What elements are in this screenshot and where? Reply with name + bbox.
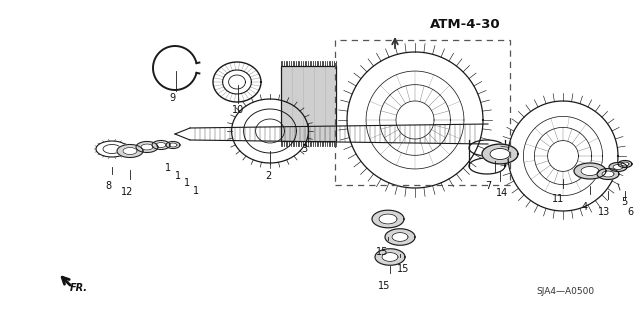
Text: 9: 9 bbox=[169, 93, 175, 103]
Text: 8: 8 bbox=[105, 181, 111, 191]
Polygon shape bbox=[581, 167, 599, 175]
Polygon shape bbox=[382, 253, 398, 261]
Polygon shape bbox=[169, 143, 177, 147]
Polygon shape bbox=[141, 144, 153, 150]
Polygon shape bbox=[385, 229, 415, 245]
Polygon shape bbox=[166, 142, 180, 149]
Text: 13: 13 bbox=[598, 207, 610, 217]
Text: 15: 15 bbox=[397, 264, 409, 274]
Polygon shape bbox=[490, 149, 510, 160]
Text: 15: 15 bbox=[376, 247, 388, 257]
Text: 1: 1 bbox=[193, 186, 199, 196]
Text: 1: 1 bbox=[175, 171, 181, 181]
Text: 10: 10 bbox=[232, 105, 244, 115]
Text: ATM-4-30: ATM-4-30 bbox=[430, 18, 500, 31]
Polygon shape bbox=[123, 147, 137, 154]
Polygon shape bbox=[375, 249, 405, 265]
Polygon shape bbox=[117, 145, 143, 158]
Polygon shape bbox=[618, 160, 632, 167]
Text: 14: 14 bbox=[496, 188, 508, 198]
Polygon shape bbox=[152, 140, 170, 150]
Text: 2: 2 bbox=[265, 171, 271, 181]
Text: 5: 5 bbox=[621, 197, 627, 207]
Text: SJA4—A0500: SJA4—A0500 bbox=[536, 286, 594, 295]
Polygon shape bbox=[392, 233, 408, 241]
Bar bbox=[280, 65, 335, 140]
Bar bbox=[335, 40, 510, 185]
Polygon shape bbox=[621, 162, 629, 166]
Text: 12: 12 bbox=[121, 187, 133, 197]
Text: 1: 1 bbox=[184, 178, 190, 188]
Text: FR.: FR. bbox=[70, 283, 88, 293]
Text: 1: 1 bbox=[165, 163, 171, 173]
Polygon shape bbox=[574, 163, 606, 179]
Polygon shape bbox=[609, 162, 627, 172]
Polygon shape bbox=[136, 142, 158, 152]
Polygon shape bbox=[602, 171, 614, 177]
Text: 3: 3 bbox=[301, 144, 307, 154]
Text: 4: 4 bbox=[582, 202, 588, 212]
Text: 11: 11 bbox=[552, 194, 564, 204]
Text: 7: 7 bbox=[485, 181, 491, 191]
Polygon shape bbox=[379, 214, 397, 224]
Text: 6: 6 bbox=[627, 207, 633, 217]
Polygon shape bbox=[482, 144, 518, 164]
Polygon shape bbox=[372, 210, 404, 228]
Text: 15: 15 bbox=[378, 281, 390, 291]
Polygon shape bbox=[597, 168, 619, 180]
Polygon shape bbox=[156, 143, 166, 147]
Polygon shape bbox=[613, 165, 623, 169]
